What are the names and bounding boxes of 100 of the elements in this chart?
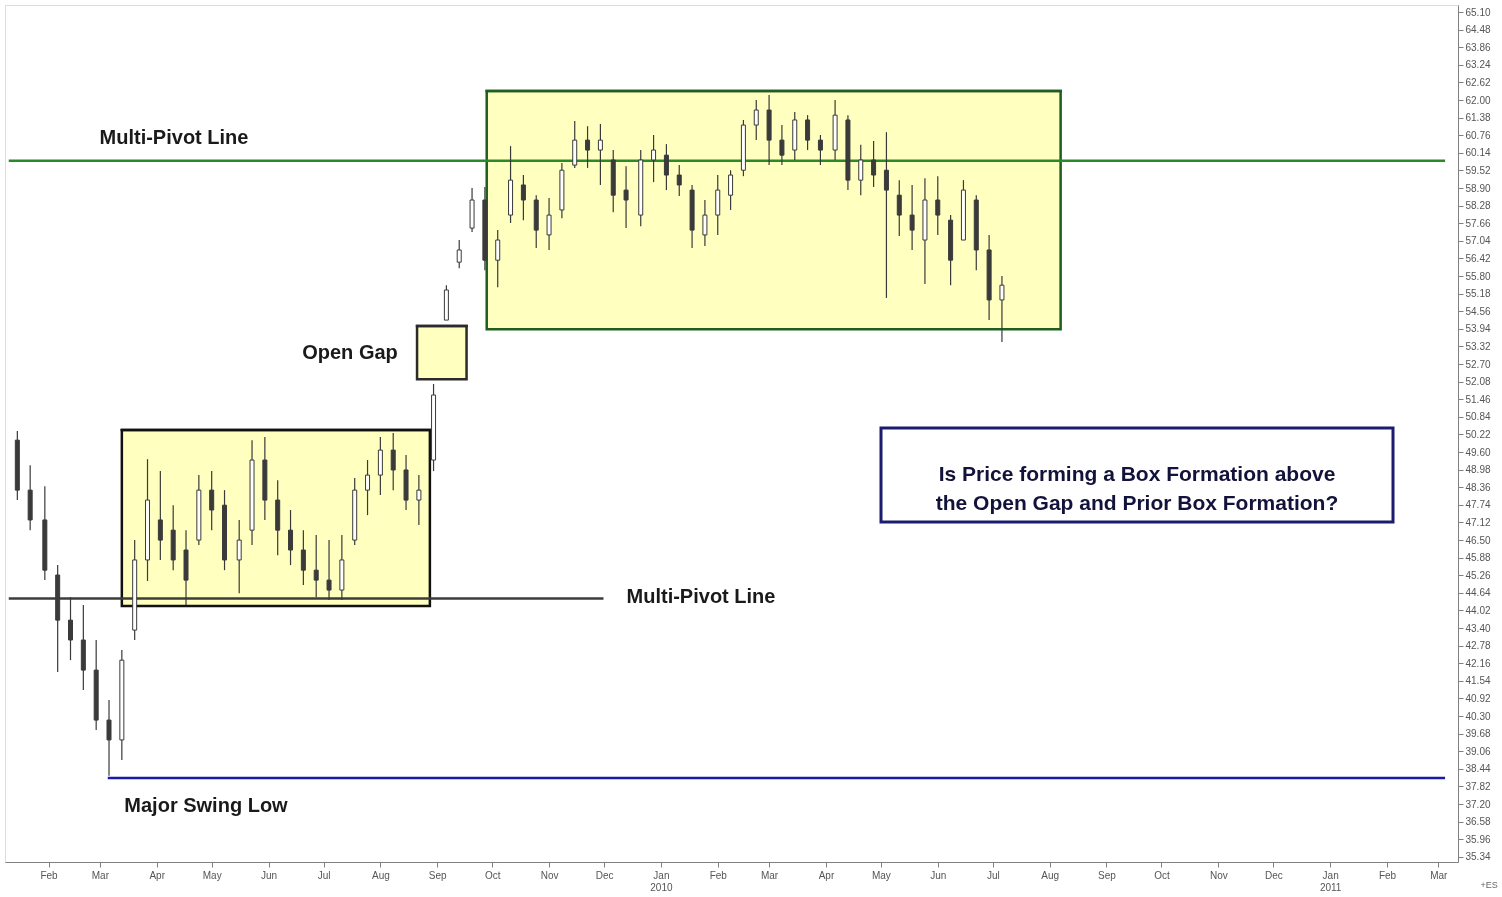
candlestick xyxy=(728,169,734,211)
candlestick xyxy=(365,459,371,516)
candlestick xyxy=(520,174,526,221)
candlestick xyxy=(623,165,629,229)
x-tick-label: Sep xyxy=(1098,869,1117,881)
y-tick-label: 59.52 xyxy=(1465,165,1491,176)
x-tick-label: Aug xyxy=(1041,869,1060,881)
y-tick-label: 55.18 xyxy=(1465,288,1491,300)
candlestick xyxy=(106,699,112,777)
y-tick-label: 45.26 xyxy=(1465,569,1491,581)
y-tick-label: 64.48 xyxy=(1465,24,1491,36)
y-tick-label: 53.32 xyxy=(1465,340,1491,352)
y-tick-label: 44.02 xyxy=(1465,604,1491,616)
y-tick-label: 65.10 xyxy=(1465,6,1491,18)
candlestick xyxy=(805,114,811,151)
text: +ES xyxy=(1480,880,1498,890)
y-tick-label: 41.54 xyxy=(1465,675,1491,687)
candlestick xyxy=(597,123,603,186)
x-tick-label: Jun xyxy=(930,869,947,881)
y-tick-label: 46.50 xyxy=(1465,534,1491,546)
y-tick-label: 61.38 xyxy=(1465,112,1491,124)
y-tick-label: 40.30 xyxy=(1465,710,1491,722)
candlestick xyxy=(999,275,1005,343)
y-tick-label: 60.14 xyxy=(1465,147,1491,159)
y-tick-label: 44.64 xyxy=(1465,587,1491,599)
y-tick-label: 63.86 xyxy=(1465,41,1491,53)
candlestick xyxy=(909,184,915,251)
candlestick xyxy=(896,179,902,237)
y-tick-label: 39.06 xyxy=(1465,745,1491,757)
candlestick xyxy=(456,239,462,269)
y-tick-label: 53.94 xyxy=(1465,323,1491,335)
y-tick-label: 42.78 xyxy=(1465,640,1491,652)
y-tick-label: 36.58 xyxy=(1465,816,1491,828)
candlestick xyxy=(585,125,591,169)
y-tick-label: 48.98 xyxy=(1465,464,1491,476)
annotation: Is Price forming a Box Formation above the Open Gap and Prior Box Formation? xyxy=(935,462,1339,514)
x-tick-label: Jan 2010 xyxy=(650,869,673,893)
x-tick-label: Nov xyxy=(540,869,559,881)
y-tick-label: 40.92 xyxy=(1465,692,1491,704)
y-tick-label: 51.46 xyxy=(1465,393,1491,405)
candlestick xyxy=(157,470,163,561)
x-tick-label: Oct xyxy=(484,869,501,881)
y-tick-label: 55.80 xyxy=(1465,270,1491,282)
y-tick-label: 60.76 xyxy=(1465,129,1491,141)
x-tick-label: May xyxy=(871,869,891,881)
candlestick xyxy=(495,229,501,288)
candlestick xyxy=(300,529,306,586)
y-tick-label: 52.08 xyxy=(1465,376,1491,388)
x-tick-label: Apr xyxy=(818,869,835,881)
x-tick-label: Feb xyxy=(709,869,728,881)
y-tick-label: 48.36 xyxy=(1465,481,1491,493)
y-tick-label: 54.56 xyxy=(1465,305,1491,317)
annotation: Major Swing Low xyxy=(124,794,289,816)
y-tick-label: 47.74 xyxy=(1465,499,1491,511)
candlestick xyxy=(209,470,215,531)
y-tick-label: 37.20 xyxy=(1465,798,1491,810)
y-tick-label: 49.60 xyxy=(1465,446,1491,458)
y-tick-label: 57.04 xyxy=(1465,235,1491,247)
candlestick xyxy=(663,143,669,191)
y-tick-label: 62.62 xyxy=(1465,77,1491,88)
y-tick-label: 50.84 xyxy=(1465,411,1491,423)
candlestick xyxy=(935,175,941,236)
y-tick-label: 58.90 xyxy=(1465,182,1491,194)
x-tick-label: Mar xyxy=(91,869,110,881)
y-tick-label: 38.44 xyxy=(1465,763,1491,775)
y-tick-label: 62.00 xyxy=(1465,94,1491,106)
x-tick-label: Mar xyxy=(1430,869,1449,881)
candlestick xyxy=(817,134,823,166)
x-tick-label: Sep xyxy=(428,869,448,881)
y-tick-label: 43.40 xyxy=(1465,622,1491,634)
y-tick-label: 35.96 xyxy=(1465,833,1491,845)
candlestick xyxy=(883,131,889,299)
candlestick xyxy=(416,474,422,526)
candlestick xyxy=(546,197,552,251)
candlestick xyxy=(779,124,785,166)
y-tick-label: 52.70 xyxy=(1465,358,1491,370)
x-tick-label: Dec xyxy=(1264,869,1283,881)
annotation: Multi-Pivot Line xyxy=(99,126,249,148)
y-tick-label: 56.42 xyxy=(1465,252,1491,264)
candlestick xyxy=(676,164,682,197)
y-tick-label: 50.22 xyxy=(1465,428,1491,440)
x-tick-label: Mar xyxy=(760,869,779,881)
candlestick xyxy=(871,140,877,188)
x-tick-label: Oct xyxy=(1154,869,1170,881)
annotation: Open Gap xyxy=(302,341,398,363)
y-tick-label: 39.68 xyxy=(1465,728,1491,740)
candlestick xyxy=(390,432,396,491)
x-tick-label: Jul xyxy=(986,869,1000,881)
y-tick-label: 63.24 xyxy=(1465,59,1491,71)
x-tick-label: Nov xyxy=(1209,869,1228,881)
candlestick xyxy=(702,199,708,247)
annotation: Multi-Pivot Line xyxy=(626,585,776,607)
x-tick-label: Apr xyxy=(149,869,166,881)
x-tick-label: Aug xyxy=(371,869,390,881)
x-tick-label: May xyxy=(202,869,222,881)
candlestick xyxy=(858,144,864,196)
x-tick-label: Feb xyxy=(40,869,59,881)
y-tick-label: 57.66 xyxy=(1465,217,1491,229)
candlestick xyxy=(753,99,759,141)
y-tick-label: 47.12 xyxy=(1465,516,1491,528)
